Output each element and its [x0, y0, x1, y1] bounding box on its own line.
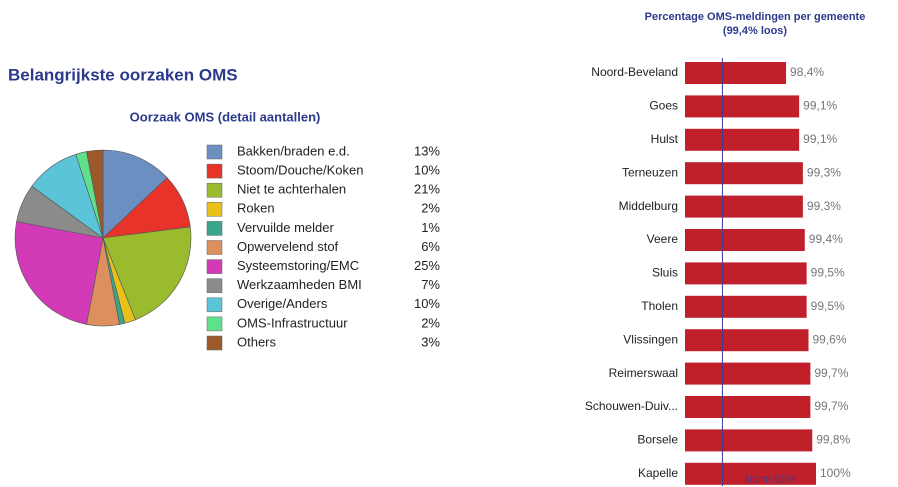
y-tick-label: Vlissingen: [623, 332, 678, 346]
value-label: 99,8%: [816, 433, 850, 447]
y-tick-label: Noord-Beveland: [591, 65, 678, 79]
legend-label: Vervuilde melder: [237, 220, 334, 235]
bar: [685, 95, 800, 118]
bar: [685, 329, 809, 352]
bar: [685, 128, 800, 151]
legend-value: 25%: [414, 258, 440, 273]
bar: [685, 429, 813, 452]
value-label: 99,6%: [813, 332, 847, 346]
y-tick-label: Borsele: [637, 433, 678, 447]
value-label: 100%: [820, 466, 851, 480]
pie-slice: [14, 221, 104, 325]
bar: [685, 162, 803, 185]
legend-label: Werkzaamheden BMI: [237, 277, 362, 292]
value-label: 99,3%: [807, 199, 841, 213]
bar: [685, 262, 807, 285]
value-label: 99,3%: [807, 165, 841, 179]
value-label: 99,7%: [814, 366, 848, 380]
value-label: 99,1%: [803, 132, 837, 146]
value-label: 99,5%: [811, 266, 845, 280]
y-tick-label: Hulst: [651, 132, 679, 146]
value-label: 99,7%: [814, 399, 848, 413]
legend-value: 1%: [421, 220, 440, 235]
bar-subtitle: (99,4% loos): [723, 25, 788, 37]
y-tick-label: Sluis: [652, 266, 678, 280]
legend-label: Opwervelend stof: [237, 239, 339, 254]
y-tick-label: Goes: [649, 99, 678, 113]
legend-value: 21%: [414, 182, 440, 197]
legend-swatch: [206, 240, 223, 255]
bar: [685, 62, 787, 84]
legend-swatch: [206, 316, 223, 332]
pie-slice: [102, 226, 192, 321]
y-tick-label: Middelburg: [619, 199, 678, 213]
bar: [685, 295, 807, 318]
bar: [685, 462, 816, 485]
bar-title: Percentage OMS-meldingen per gemeente: [645, 11, 866, 23]
legend-value: 13%: [414, 143, 440, 158]
page-heading: Belangrijkste oorzaken OMS: [8, 65, 238, 84]
legend-value: 2%: [421, 315, 440, 330]
legend-label: Roken: [237, 201, 275, 216]
legend-swatch: [206, 278, 223, 293]
bar: [685, 362, 811, 385]
legend-swatch: [206, 259, 223, 274]
value-label: 99,4%: [809, 232, 843, 246]
pie-slice: [102, 149, 168, 239]
value-label: 99,5%: [811, 299, 845, 313]
legend-value: 10%: [414, 163, 440, 178]
legend-label: OMS-Infrastructuur: [237, 315, 348, 330]
legend-label: Systeemstoring/EMC: [237, 258, 359, 273]
legend-value: 10%: [414, 296, 440, 311]
pie-slice: [86, 149, 104, 239]
y-tick-label: Schouwen-Duiv...: [585, 399, 678, 413]
norm-label: Norm 95%: [744, 474, 796, 486]
bar: [685, 229, 805, 251]
legend-label: Niet te achterhalen: [237, 182, 346, 197]
y-tick-label: Terneuzen: [622, 165, 678, 179]
y-tick-label: Tholen: [641, 299, 678, 313]
legend-label: Others: [237, 334, 277, 349]
bar: [685, 195, 803, 218]
legend-label: Stoom/Douche/Koken: [237, 163, 363, 178]
legend-value: 6%: [421, 239, 440, 254]
value-label: 98,4%: [790, 65, 824, 79]
y-tick-label: Reimerswaal: [609, 366, 678, 380]
pie-title: Oorzaak OMS (detail aantallen): [130, 109, 321, 124]
legend-swatch: [206, 221, 223, 236]
legend-swatch: [206, 202, 223, 217]
legend-label: Bakken/braden e.d.: [237, 143, 350, 158]
legend-swatch: [206, 297, 223, 313]
legend-swatch: [206, 163, 223, 179]
legend-label: Overige/Anders: [237, 296, 328, 311]
legend-swatch: [206, 144, 223, 160]
legend-value: 3%: [421, 334, 440, 349]
legend-swatch: [206, 335, 223, 351]
bar: [685, 396, 811, 418]
legend-swatch: [206, 182, 223, 198]
value-label: 99,1%: [803, 99, 837, 113]
y-tick-label: Veere: [647, 232, 679, 246]
legend-value: 2%: [421, 201, 440, 216]
legend-value: 7%: [421, 277, 440, 292]
y-tick-label: Kapelle: [638, 466, 678, 480]
